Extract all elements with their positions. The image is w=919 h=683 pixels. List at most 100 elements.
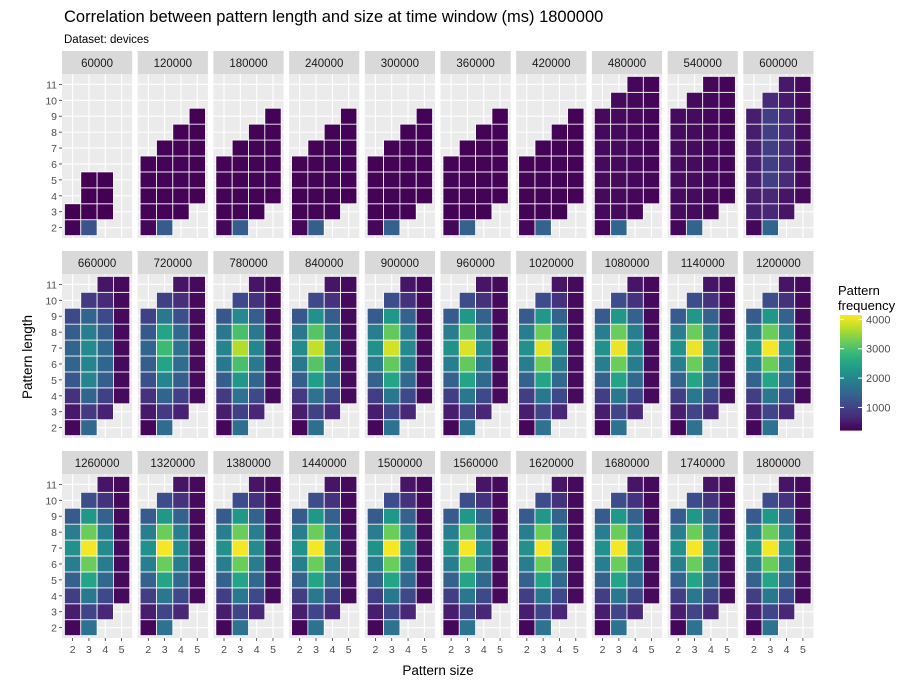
colorbar-segment — [840, 372, 862, 376]
heatmap-tile — [442, 403, 460, 421]
heatmap-tile — [761, 491, 779, 509]
heatmap-tile — [139, 371, 157, 389]
heatmap-tile — [642, 491, 661, 509]
heatmap-tile — [215, 203, 233, 221]
heatmap-tile — [642, 587, 661, 605]
heatmap-tile — [215, 539, 233, 557]
heatmap-tile — [340, 171, 358, 189]
heatmap-tile — [718, 123, 736, 141]
y-tick-label: 6 — [51, 359, 57, 371]
heatmap-tile — [491, 355, 509, 373]
heatmap-tile — [340, 355, 358, 373]
heatmap-tile — [383, 419, 401, 437]
heatmap-tile — [399, 291, 417, 309]
heatmap-tile — [491, 555, 509, 573]
heatmap-tile — [188, 555, 206, 573]
heatmap-tile — [366, 323, 384, 341]
heatmap-tile — [491, 491, 509, 509]
heatmap-tile — [323, 323, 341, 341]
heatmap-tile — [518, 507, 536, 525]
heatmap-tile — [458, 539, 476, 557]
heatmap-tile — [323, 339, 341, 357]
heatmap-tile — [139, 619, 157, 637]
heatmap-tile — [610, 371, 628, 389]
heatmap-tile — [231, 307, 249, 325]
y-tick-label: 10 — [45, 95, 57, 107]
heatmap-tile — [231, 139, 249, 157]
heatmap-tile — [745, 523, 763, 541]
heatmap-tile — [761, 139, 779, 157]
heatmap-tile — [156, 291, 174, 309]
facet-label: 120000 — [154, 58, 192, 70]
heatmap-tile — [567, 123, 585, 141]
heatmap-tile — [458, 419, 476, 437]
heatmap-tile — [610, 539, 628, 557]
heatmap-tile — [139, 155, 157, 173]
heatmap-tile — [475, 123, 493, 141]
heatmap-tile — [567, 555, 585, 573]
heatmap-tile — [139, 323, 157, 341]
y-tick-label: 10 — [45, 295, 57, 307]
heatmap-tile — [642, 539, 661, 557]
heatmap-tile — [248, 171, 266, 189]
heatmap-tile — [702, 523, 720, 541]
heatmap-tile — [139, 307, 157, 325]
heatmap-tile — [593, 219, 612, 237]
y-tick-label: 4 — [51, 191, 57, 203]
heatmap-tile — [156, 323, 174, 341]
heatmap-tile — [264, 307, 282, 325]
heatmap-tile — [366, 419, 384, 437]
heatmap-tile — [96, 523, 114, 541]
facet-strip — [516, 251, 587, 274]
heatmap-tile — [323, 203, 341, 221]
heatmap-tile — [794, 171, 812, 189]
heatmap-tile — [383, 619, 401, 637]
heatmap-tile — [264, 491, 282, 509]
heatmap-tile — [139, 203, 157, 221]
heatmap-tile — [415, 171, 433, 189]
heatmap-tile — [323, 355, 341, 373]
heatmap-tile — [718, 491, 736, 509]
heatmap-tile — [383, 187, 401, 205]
heatmap-tile — [172, 571, 190, 589]
y-tick-label: 5 — [51, 375, 57, 387]
heatmap-tile — [718, 507, 736, 525]
legend-title-line-1: Pattern — [838, 283, 880, 298]
heatmap-tile — [415, 339, 433, 357]
heatmap-tile — [794, 91, 812, 109]
facet-strip — [667, 451, 738, 474]
heatmap-tile — [366, 587, 384, 605]
heatmap-tile — [188, 355, 206, 373]
heatmap-tile — [340, 387, 358, 405]
heatmap-tile — [475, 507, 493, 525]
heatmap-tile — [383, 155, 401, 173]
heatmap-tile — [366, 187, 384, 205]
heatmap-tile — [593, 619, 612, 637]
heatmap-tile — [518, 323, 536, 341]
facet-label: 780000 — [229, 258, 267, 270]
heatmap-tile — [518, 555, 536, 573]
facet-panel: 180000 — [213, 51, 284, 238]
heatmap-tile — [610, 203, 628, 221]
heatmap-tile — [491, 123, 509, 141]
heatmap-tile — [340, 291, 358, 309]
heatmap-tile — [669, 523, 687, 541]
x-tick-label: 4 — [632, 644, 638, 656]
heatmap-tile — [458, 619, 476, 637]
heatmap-tile — [156, 171, 174, 189]
heatmap-tile — [745, 187, 763, 205]
heatmap-tile — [794, 155, 812, 173]
y-tick-label: 7 — [51, 343, 57, 355]
heatmap-tile — [383, 203, 401, 221]
heatmap-tile — [366, 507, 384, 525]
heatmap-tile — [80, 171, 98, 189]
heatmap-tile — [415, 139, 433, 157]
heatmap-tile — [491, 107, 509, 125]
heatmap-tile — [718, 107, 736, 125]
heatmap-tile — [610, 555, 628, 573]
heatmap-tile — [215, 603, 233, 621]
heatmap-tile — [669, 187, 687, 205]
y-tick-label: 9 — [51, 511, 57, 523]
heatmap-tile — [475, 571, 493, 589]
